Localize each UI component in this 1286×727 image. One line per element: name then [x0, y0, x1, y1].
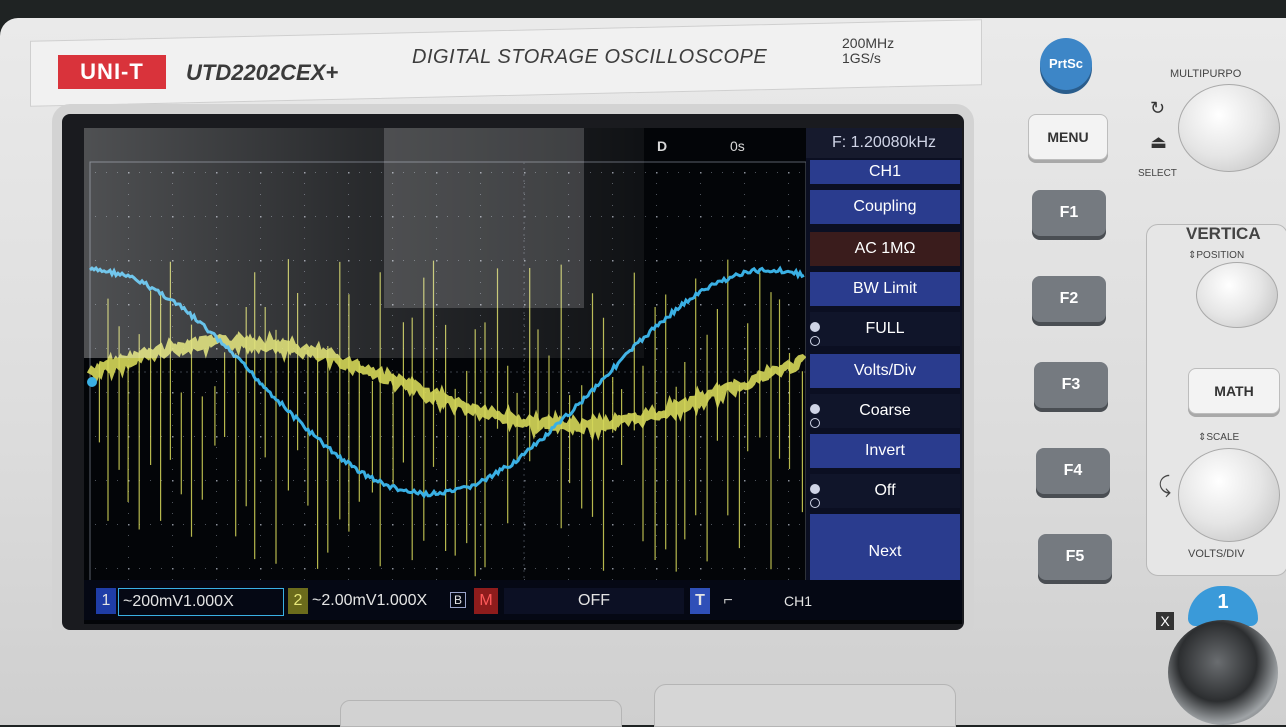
ch1-setting: ~200mV1.000X — [118, 588, 284, 616]
radio-selected-icon — [810, 484, 820, 494]
spec-label: 200MHz 1GS/s — [842, 36, 894, 66]
menu-invert-value[interactable]: Off — [810, 474, 960, 508]
ch2-bw-flag: B — [450, 592, 466, 608]
menu-next-label[interactable]: Next — [810, 514, 960, 590]
f1-button[interactable]: F1 — [1032, 190, 1106, 236]
scale-label: SCALE — [1206, 432, 1240, 443]
menu-bw-limit-value[interactable]: FULL — [810, 312, 960, 346]
rotation-arrow-icon: ⤹ — [1158, 472, 1172, 497]
math-button[interactable]: MATH — [1188, 368, 1280, 414]
input-x-label: X — [1156, 612, 1174, 630]
spec-bandwidth: 200MHz — [842, 35, 895, 51]
trigger-source: CH1 — [784, 593, 813, 609]
multipurpose-label: MULTIPURPO — [1170, 68, 1242, 80]
frequency-readout: F: 1.20080kHz — [806, 128, 962, 158]
scale-label-group: ⇕SCALE — [1198, 432, 1239, 443]
waveform-display — [86, 161, 807, 583]
ch1-ground-marker — [87, 377, 97, 387]
menu-coupling-value[interactable]: AC 1MΩ — [810, 232, 960, 266]
f5-button[interactable]: F5 — [1038, 534, 1112, 580]
screen-glare — [84, 128, 644, 358]
trigger-flag: T — [690, 588, 710, 614]
position-label-group: ⇕POSITION — [1188, 250, 1244, 261]
up-down-arrow-icon: ⇕ — [1198, 432, 1207, 443]
f3-button[interactable]: F3 — [1034, 362, 1108, 408]
menu-title: CH1 — [810, 160, 960, 184]
f2-button[interactable]: F2 — [1032, 276, 1106, 322]
radio-empty-icon — [810, 418, 820, 428]
screen-glare-center — [384, 128, 584, 308]
bottom-ridge-right — [654, 684, 956, 727]
menu-bw-limit-label[interactable]: BW Limit — [810, 272, 960, 306]
trigger-marker: D — [657, 138, 668, 154]
ch1-trace — [88, 265, 805, 499]
push-select-icon: ⏏ — [1150, 132, 1168, 152]
model-name: UTD2202CEX+ — [186, 60, 339, 85]
ch2-trace — [86, 330, 807, 443]
vertical-title: VERTICA — [1186, 224, 1261, 243]
prtsc-button[interactable]: PrtSc — [1040, 38, 1092, 90]
multipurpose-knob[interactable] — [1178, 84, 1280, 172]
radio-empty-icon — [810, 336, 820, 346]
status-bar: 1 ~200mV1.000X 2 ~2.00mV1.000X B M OFF T… — [84, 580, 962, 620]
radio-selected-icon — [810, 322, 820, 332]
math-flag: M — [474, 588, 498, 614]
menu-button[interactable]: MENU — [1028, 114, 1108, 160]
math-state: OFF — [504, 588, 684, 614]
bottom-ridge-left — [340, 700, 622, 727]
ch1-index: 1 — [96, 588, 116, 614]
menu-invert-label[interactable]: Invert — [810, 434, 960, 468]
radio-empty-icon — [810, 498, 820, 508]
ch2-setting: ~2.00mV1.000X — [312, 592, 428, 609]
ch2-index: 2 — [288, 588, 308, 614]
screen-top-bar: D 0s — [84, 130, 962, 162]
volts-div-label: VOLTS/DIV — [1188, 548, 1245, 560]
up-down-arrow-icon: ⇕ — [1188, 250, 1197, 261]
radio-selected-icon — [810, 404, 820, 414]
menu-coupling-label[interactable]: Coupling — [810, 190, 960, 224]
f4-button[interactable]: F4 — [1036, 448, 1110, 494]
brand-logo: UNI-T — [58, 55, 166, 89]
graticule — [89, 161, 807, 583]
select-label: SELECT — [1138, 168, 1177, 179]
spec-sample-rate: 1GS/s — [842, 50, 881, 66]
position-label: POSITION — [1196, 250, 1245, 261]
rising-edge-icon: ⌐ — [723, 592, 733, 609]
vertical-position-knob[interactable] — [1196, 262, 1278, 328]
volts-div-knob[interactable] — [1178, 448, 1280, 542]
menu-volts-div-label[interactable]: Volts/Div — [810, 354, 960, 388]
rotate-icon: ↻ — [1150, 98, 1166, 118]
menu-volts-div-value[interactable]: Coarse — [810, 394, 960, 428]
bnc-connector[interactable] — [1168, 620, 1278, 725]
ch1-menu-panel: F: 1.20080kHz CH1 Coupling AC 1MΩ BW Lim… — [806, 128, 962, 594]
oscilloscope-screen: D 0s F: 1.20080kHz CH1 Coupling AC 1MΩ B… — [84, 128, 962, 624]
product-title: DIGITAL STORAGE OSCILLOSCOPE — [412, 46, 768, 68]
time-offset: 0s — [730, 138, 745, 154]
